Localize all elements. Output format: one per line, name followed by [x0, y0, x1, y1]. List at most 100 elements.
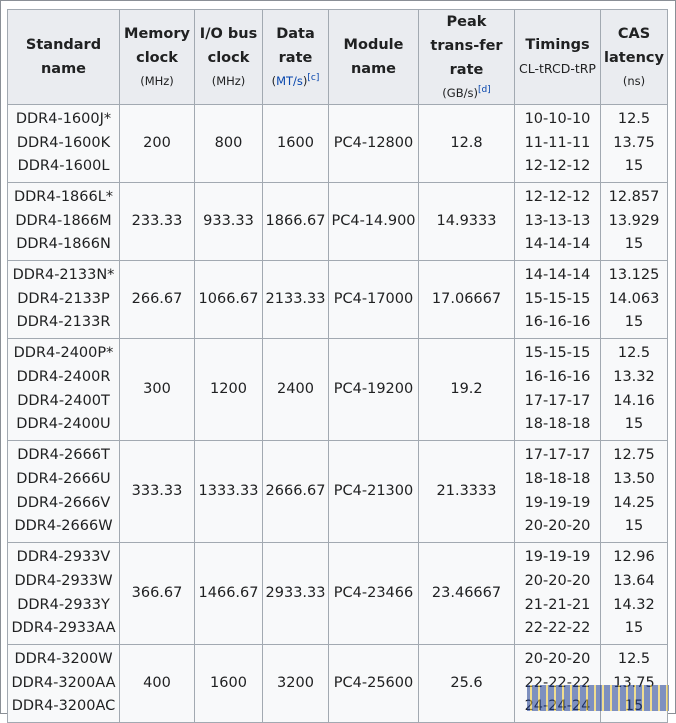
timings-cell-line: 14-14-14: [524, 267, 591, 284]
cas-latency-cell-line: 15: [624, 314, 644, 331]
module-name-cell: PC4-21300: [328, 440, 419, 543]
cas-latency-cell-line: 12.5: [617, 651, 651, 668]
data-rate-cell: 2666.67: [262, 440, 329, 543]
timings-cell: 12-12-12 13-13-13 14-14-14: [514, 182, 601, 261]
cas-latency-cell: 12.5 13.75 15: [600, 104, 668, 183]
standard-name-cell-line: DDR4-2400P*: [13, 345, 114, 362]
timings-cell-line: 16-16-16: [524, 368, 591, 385]
timings-cell-line: 12-12-12: [524, 158, 591, 175]
standard-name-cell-line: DDR4-3200AC: [11, 698, 116, 715]
memory-clock-cell: 400: [119, 644, 195, 723]
standard-name-cell-line: DDR4-1600K: [16, 134, 111, 151]
timings-cell-line: 13-13-13: [524, 212, 591, 229]
timings-cell-line: 20-20-20: [524, 518, 591, 535]
io-bus-clock-cell: 1066.67: [194, 260, 263, 339]
ref-c-link[interactable]: [c]: [307, 73, 320, 84]
data-rate-cell: 1866.67: [262, 182, 329, 261]
table-row: DDR4-2933V DDR4-2933W DDR4-2933Y DDR4-2933A…: [7, 542, 668, 645]
standard-name-cell-line: DDR4-1866M: [15, 212, 112, 229]
standard-name-cell: DDR4-2666T DDR4-2666U DDR4-2666V DDR4-2666W: [7, 440, 120, 543]
memory-clock-cell: 233.33: [119, 182, 195, 261]
ref-d-link[interactable]: [d]: [477, 85, 491, 96]
standard-name-cell-line: DDR4-2133R: [16, 314, 111, 331]
data-rate-cell: 3200: [262, 644, 329, 723]
module-name-cell: PC4-17000: [328, 260, 419, 339]
memory-clock-cell: 266.67: [119, 260, 195, 339]
peak-transfer-cell: 21.3333: [418, 440, 515, 543]
table-body: DDR4-1600J* DDR4-1600K DDR4-1600L 200 800 160…: [7, 104, 668, 723]
timings-cell: 19-19-19 20-20-20 21-21-21 22-22-22: [514, 542, 601, 645]
module-name-cell: PC4-12800: [328, 104, 419, 183]
standard-name-cell-line: DDR4-2933AA: [11, 620, 116, 637]
standard-name-cell-line: DDR4-2666V: [16, 494, 111, 511]
io-bus-clock-cell: 800: [194, 104, 263, 183]
cas-latency-cell: 12.75 13.50 14.25 15: [600, 440, 668, 543]
data-rate-cell: 2400: [262, 338, 329, 441]
peak-transfer-cell: 12.8: [418, 104, 515, 183]
peak-transfer-cell: 17.06667: [418, 260, 515, 339]
timings-cell: 15-15-15 16-16-16 17-17-17 18-18-18: [514, 338, 601, 441]
header-timings-sub: CL-tRCD-tRP: [519, 61, 596, 76]
table-row: DDR4-3200W DDR4-3200AA DDR4-3200AC 400 1600 3…: [7, 644, 668, 723]
cas-latency-cell: 12.5 13.32 14.16 15: [600, 338, 668, 441]
module-name-cell: PC4-23466: [328, 542, 419, 645]
standard-name-cell-line: DDR4-1600L: [17, 158, 110, 175]
header-standard-name: Standard name: [7, 9, 120, 105]
memory-clock-cell: 333.33: [119, 440, 195, 543]
watermark-logo: [527, 685, 669, 711]
timings-cell-line: 18-18-18: [524, 470, 591, 487]
standard-name-cell-line: DDR4-2933V: [16, 549, 111, 566]
cas-latency-cell-line: 15: [624, 236, 644, 253]
cas-latency-cell-line: 14.32: [613, 596, 655, 613]
header-data-rate-label: Data rate: [276, 26, 315, 66]
timings-cell-line: 15-15-15: [524, 290, 591, 307]
timings-cell: 17-17-17 18-18-18 19-19-19 20-20-20: [514, 440, 601, 543]
header-peak-transfer-rate: Peak trans-fer rate (GB/s)[d]: [418, 9, 515, 105]
data-rate-cell: 1600: [262, 104, 329, 183]
timings-cell-line: 20-20-20: [524, 651, 591, 668]
header-module-name: Module name: [328, 9, 419, 105]
timings-cell-line: 21-21-21: [524, 596, 591, 613]
peak-transfer-cell: 14.9333: [418, 182, 515, 261]
header-timings-label: Timings: [525, 37, 590, 53]
peak-transfer-cell: 19.2: [418, 338, 515, 441]
cas-latency-cell-line: 14.25: [613, 494, 655, 511]
standard-name-cell-line: DDR4-2666W: [14, 518, 113, 535]
header-peak-transfer-unit-wrap: (GB/s)[d]: [421, 82, 512, 104]
standard-name-cell: DDR4-3200W DDR4-3200AA DDR4-3200AC: [7, 644, 120, 723]
cas-latency-cell-line: 15: [624, 518, 644, 535]
header-peak-transfer-label: Peak trans-fer rate: [430, 14, 503, 78]
mt-s-link[interactable]: MT/s: [276, 74, 303, 88]
header-cas-latency-label: CAS latency: [604, 26, 664, 66]
header-data-rate: Data rate (MT/s)[c]: [262, 9, 329, 105]
standard-name-cell-line: DDR4-3200W: [14, 651, 113, 668]
standard-name-cell-line: DDR4-2933W: [14, 572, 113, 589]
peak-transfer-cell: 23.46667: [418, 542, 515, 645]
header-data-rate-unit-wrap: (MT/s)[c]: [271, 73, 320, 88]
standard-name-cell: DDR4-1600J* DDR4-1600K DDR4-1600L: [7, 104, 120, 183]
cas-latency-cell-line: 12.75: [613, 447, 655, 464]
standard-name-cell-line: DDR4-2666T: [17, 447, 110, 464]
memory-clock-cell: 300: [119, 338, 195, 441]
timings-cell: 14-14-14 15-15-15 16-16-16: [514, 260, 601, 339]
cas-latency-cell-line: 12.96: [613, 549, 655, 566]
table-row: DDR4-2133N* DDR4-2133P DDR4-2133R 266.67 106…: [7, 260, 668, 339]
timings-cell-line: 15-15-15: [524, 345, 591, 362]
data-rate-cell: 2933.33: [262, 542, 329, 645]
timings-cell-line: 18-18-18: [524, 416, 591, 433]
cas-latency-cell-line: 13.75: [613, 134, 655, 151]
timings-cell-line: 10-10-10: [524, 111, 591, 128]
standard-name-cell-line: DDR4-1866L*: [13, 189, 114, 206]
cas-latency-cell-line: 13.32: [613, 368, 655, 385]
header-cas-latency: CAS latency (ns): [600, 9, 668, 105]
cas-latency-cell-line: 12.5: [617, 111, 651, 128]
header-standard-label: Standard name: [25, 37, 102, 77]
timings-cell-line: 11-11-11: [524, 134, 591, 151]
standard-name-cell: DDR4-1866L* DDR4-1866M DDR4-1866N: [7, 182, 120, 261]
module-name-cell: PC4-14.900: [328, 182, 419, 261]
timings-cell-line: 22-22-22: [524, 620, 591, 637]
timings-cell-line: 16-16-16: [524, 314, 591, 331]
standard-name-cell: DDR4-2400P* DDR4-2400R DDR4-2400T DDR4-2400…: [7, 338, 120, 441]
module-name-cell: PC4-19200: [328, 338, 419, 441]
cas-latency-cell-line: 12.857: [608, 189, 660, 206]
